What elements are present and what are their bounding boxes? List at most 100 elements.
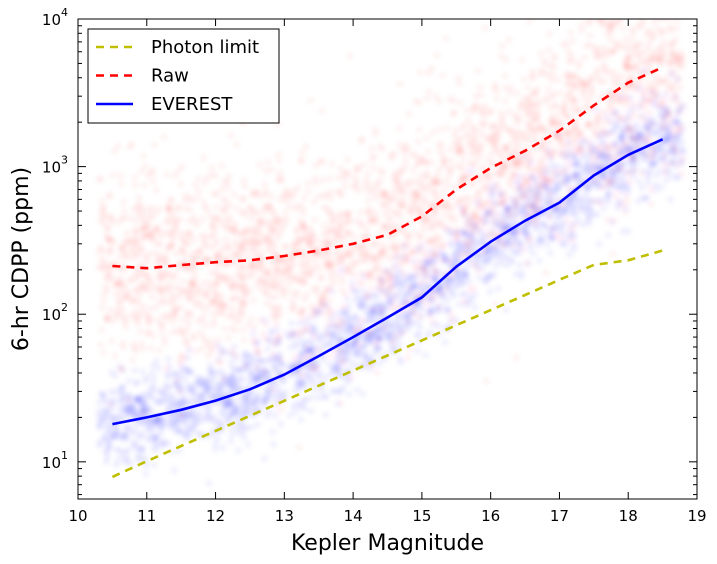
scatter-point xyxy=(668,52,676,59)
scatter-point xyxy=(550,148,558,156)
scatter-point xyxy=(600,138,607,146)
x-tick-label: 14 xyxy=(344,507,363,525)
scatter-point xyxy=(285,252,293,259)
scatter-point xyxy=(382,224,390,232)
scatter-point xyxy=(614,198,622,206)
scatter-point xyxy=(336,164,344,172)
scatter-point xyxy=(301,405,309,412)
scatter-point xyxy=(198,215,206,223)
scatter-point xyxy=(247,242,255,250)
scatter-point xyxy=(544,147,552,154)
scatter-point xyxy=(238,263,246,271)
scatter-point xyxy=(373,369,381,377)
scatter-point xyxy=(115,296,123,304)
scatter-point xyxy=(276,169,284,177)
scatter-point xyxy=(573,84,581,91)
scatter-point xyxy=(453,162,461,170)
scatter-point xyxy=(309,265,317,273)
scatter-point xyxy=(582,189,590,197)
scatter-point xyxy=(200,240,208,248)
scatter-point xyxy=(387,207,395,215)
scatter-point xyxy=(559,150,567,158)
scatter-point xyxy=(374,344,382,352)
scatter-point xyxy=(226,400,234,408)
scatter-point xyxy=(190,236,198,244)
y-axis-label: 6-hr CDPP (ppm) xyxy=(9,167,34,351)
scatter-point xyxy=(116,274,123,282)
scatter-point xyxy=(378,169,386,177)
scatter-point xyxy=(166,363,174,371)
scatter-point xyxy=(410,188,418,196)
scatter-point xyxy=(203,207,211,214)
scatter-point xyxy=(278,392,286,400)
scatter-point xyxy=(439,72,446,80)
scatter-point xyxy=(410,309,418,317)
scatter-point xyxy=(145,223,153,230)
scatter-point xyxy=(613,109,621,117)
scatter-point xyxy=(190,249,198,257)
scatter-point xyxy=(375,360,383,368)
scatter-point xyxy=(218,221,226,229)
scatter-point xyxy=(307,394,315,402)
scatter-point xyxy=(275,157,283,165)
scatter-point xyxy=(307,337,315,344)
scatter-point xyxy=(240,176,248,184)
scatter-point xyxy=(390,222,398,230)
scatter-point xyxy=(356,250,364,258)
scatter-point xyxy=(396,141,404,149)
scatter-point xyxy=(379,286,387,294)
scatter-point xyxy=(469,180,477,188)
scatter-point xyxy=(249,330,257,337)
scatter-point xyxy=(326,209,334,217)
scatter-point xyxy=(293,339,300,347)
scatter-point xyxy=(163,247,171,255)
scatter-point xyxy=(525,245,533,253)
scatter-point xyxy=(457,204,465,212)
scatter-point xyxy=(289,241,296,249)
scatter-point xyxy=(559,221,567,229)
scatter-point xyxy=(337,273,345,281)
scatter-point xyxy=(559,106,567,114)
scatter-point xyxy=(237,309,245,317)
scatter-point xyxy=(150,375,158,382)
scatter-point xyxy=(475,155,483,163)
scatter-point xyxy=(274,151,282,158)
scatter-point xyxy=(112,290,120,298)
scatter-point xyxy=(191,181,199,189)
scatter-point xyxy=(513,354,521,362)
scatter-point xyxy=(231,237,239,245)
scatter-point xyxy=(531,175,539,183)
scatter-point xyxy=(400,148,408,156)
scatter-point xyxy=(606,190,614,198)
scatter-point xyxy=(262,187,270,195)
scatter-point xyxy=(572,151,580,159)
scatter-point xyxy=(292,380,300,388)
scatter-point xyxy=(285,280,293,287)
scatter-point xyxy=(562,80,570,88)
scatter-point xyxy=(242,424,250,431)
scatter-point xyxy=(188,294,195,302)
scatter-point xyxy=(388,322,395,330)
scatter-point xyxy=(435,126,443,134)
scatter-point xyxy=(103,454,111,462)
scatter-point xyxy=(569,162,577,170)
scatter-point xyxy=(472,244,480,252)
scatter-point xyxy=(193,301,200,309)
scatter-point xyxy=(537,229,545,237)
scatter-point xyxy=(230,225,238,233)
scatter-point xyxy=(516,194,524,202)
scatter-point xyxy=(331,311,339,319)
scatter-point xyxy=(409,166,417,174)
scatter-point xyxy=(343,211,351,219)
scatter-point xyxy=(618,72,626,80)
scatter-point xyxy=(502,306,510,314)
scatter-point xyxy=(207,368,215,375)
scatter-point xyxy=(358,280,366,288)
scatter-point xyxy=(142,254,150,262)
scatter-point xyxy=(149,177,157,185)
scatter-point xyxy=(371,209,379,217)
scatter-point xyxy=(644,157,652,165)
scatter-point xyxy=(367,284,375,292)
scatter-point xyxy=(312,312,320,320)
